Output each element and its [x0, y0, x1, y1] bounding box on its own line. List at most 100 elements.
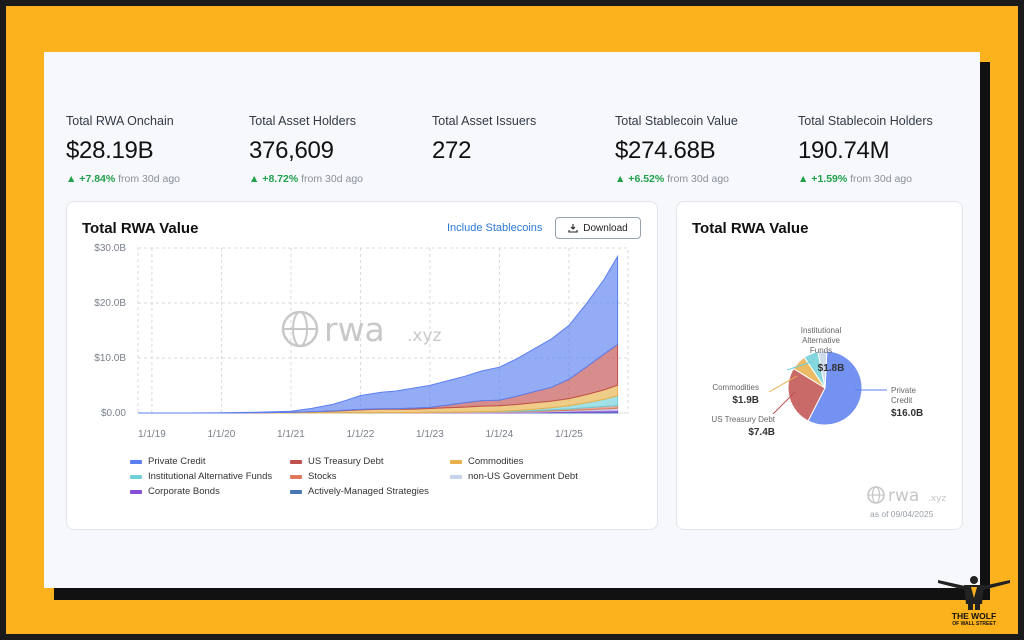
watermark-text: rwa — [888, 486, 919, 506]
watermark-suffix: .xyz — [407, 326, 442, 346]
wolf-logo-figure — [938, 576, 1010, 610]
legend-corporate-bonds[interactable]: Corporate Bonds — [130, 486, 220, 497]
stat-value: $28.19B — [66, 137, 154, 164]
area-series-group — [138, 254, 619, 414]
stat-change: ▲ +6.52% from 30d ago — [615, 173, 790, 185]
x-tick-label: 1/1/23 — [416, 429, 444, 440]
chart-title: Total RWA Value — [82, 220, 199, 237]
legend-swatch — [290, 459, 302, 464]
stat-change: ▲ +1.59% from 30d ago — [798, 173, 973, 185]
leader-line-institutional — [786, 361, 812, 371]
stat-value: 272 — [432, 137, 472, 164]
y-tick-label: $20.0B — [94, 298, 126, 309]
stat-label: Total Stablecoin Holders — [798, 114, 933, 128]
legend-label: non-US Government Debt — [468, 471, 578, 482]
change-percent: ▲ +8.72% — [249, 173, 299, 185]
stat-change: ▲ +7.84% from 30d ago — [66, 173, 241, 185]
change-suffix: from 30d ago — [118, 173, 181, 185]
area-chart: rwa .xyz $0.00$10.0B$20.0B$30.0B 1/1/19 1… — [94, 243, 629, 440]
legend-non-us-gov-debt[interactable]: non-US Government Debt — [450, 471, 578, 482]
download-label: Download — [583, 222, 628, 234]
x-tick-label: 1/1/25 — [555, 429, 583, 440]
stat-label: Total Stablecoin Value — [615, 114, 738, 128]
legend-swatch — [450, 474, 462, 479]
label-institutional-3: Funds — [810, 346, 832, 355]
legend-actively-managed[interactable]: Actively-Managed Strategies — [290, 486, 429, 497]
label-private-credit-2: Credit — [891, 396, 913, 405]
stat-asset-issuers: Total Asset Issuers 272 — [432, 114, 607, 165]
value-treasury: $7.4B — [748, 427, 775, 438]
legend-institutional-funds[interactable]: Institutional Alternative Funds — [130, 471, 272, 482]
legend-swatch — [290, 474, 302, 479]
wolf-brand-text: THE WOLF OF WALL STREET — [944, 612, 1004, 628]
legend-commodities[interactable]: Commodities — [450, 456, 523, 467]
value-private-credit: $16.0B — [891, 408, 923, 419]
as-of-date: as of 09/04/2025 — [870, 509, 934, 519]
change-percent: ▲ +1.59% — [798, 173, 848, 185]
pie-slices-group — [787, 350, 863, 426]
x-tick-label: 1/1/19 — [138, 429, 166, 440]
change-suffix: from 30d ago — [667, 173, 730, 185]
legend-swatch — [290, 489, 302, 494]
x-tick-label: 1/1/22 — [347, 429, 375, 440]
stat-label: Total Asset Issuers — [432, 114, 537, 128]
legend-swatch — [130, 459, 142, 464]
value-institutional: $1.8B — [818, 363, 845, 374]
pie-chart: Institutional Alternative Funds $1.8B Co… — [711, 326, 923, 438]
stat-asset-holders: Total Asset Holders 376,609 ▲ +8.72% fro… — [249, 114, 424, 185]
watermark-suffix: .xyz — [928, 494, 947, 504]
legend-label: Stocks — [308, 471, 337, 482]
label-private-credit-1: Private — [891, 386, 916, 395]
pie-slice-other[interactable] — [817, 350, 828, 389]
stat-stablecoin-holders: Total Stablecoin Holders 190.74M ▲ +1.59… — [798, 114, 973, 185]
change-suffix: from 30d ago — [301, 173, 364, 185]
legend-label: Private Credit — [148, 456, 206, 467]
y-tick-label: $30.0B — [94, 243, 126, 254]
stat-value: 190.74M — [798, 137, 890, 164]
pie-slice-private-credit[interactable] — [807, 350, 863, 426]
y-tick-label: $0.00 — [101, 408, 126, 419]
pie-title: Total RWA Value — [692, 220, 809, 237]
label-institutional-1: Institutional — [801, 326, 842, 335]
label-treasury: US Treasury Debt — [711, 415, 775, 424]
legend-us-treasury[interactable]: US Treasury Debt — [290, 456, 384, 467]
x-axis: 1/1/19 1/1/20 1/1/21 1/1/22 1/1/23 1/1/24 1/1/… — [138, 429, 583, 440]
x-tick-label: 1/1/21 — [277, 429, 305, 440]
label-institutional-2: Alternative — [802, 336, 840, 345]
brand-line-1: THE WOLF — [951, 611, 997, 621]
stat-total-rwa: Total RWA Onchain $28.19B ▲ +7.84% from … — [66, 114, 241, 185]
stat-value: 376,609 — [249, 137, 334, 164]
legend-label: Institutional Alternative Funds — [148, 471, 273, 482]
leader-line-commodities — [768, 375, 798, 393]
chart-watermark: rwa .xyz — [281, 310, 442, 349]
brand-line-2: OF WALL STREET — [952, 621, 996, 627]
legend-swatch — [130, 474, 142, 479]
pie-labels: Institutional Alternative Funds $1.8B Co… — [711, 326, 923, 438]
watermark-text: rwa — [324, 310, 385, 349]
download-button[interactable]: Download — [555, 217, 641, 239]
legend-private-credit[interactable]: Private Credit — [130, 456, 206, 467]
stat-label: Total Asset Holders — [249, 114, 356, 128]
legend-label: Corporate Bonds — [148, 486, 220, 497]
legend-label: Actively-Managed Strategies — [308, 486, 429, 497]
legend-label: Commodities — [468, 456, 524, 467]
legend-swatch — [450, 459, 462, 464]
change-suffix: from 30d ago — [850, 173, 913, 185]
stat-label: Total RWA Onchain — [66, 114, 174, 128]
download-icon — [568, 224, 578, 233]
pie-watermark: rwa .xyz — [867, 486, 947, 506]
legend-label: US Treasury Debt — [308, 456, 384, 467]
x-tick-label: 1/1/20 — [207, 429, 235, 440]
leader-line-treasury — [772, 391, 796, 415]
change-percent: ▲ +6.52% — [615, 173, 665, 185]
x-tick-label: 1/1/24 — [486, 429, 514, 440]
value-commodities: $1.9B — [732, 395, 759, 406]
stat-change: ▲ +8.72% from 30d ago — [249, 173, 424, 185]
legend-swatch — [130, 489, 142, 494]
area-private-credit[interactable] — [138, 254, 619, 414]
y-tick-label: $10.0B — [94, 353, 126, 364]
legend-stocks[interactable]: Stocks — [290, 471, 337, 482]
label-commodities: Commodities — [712, 383, 759, 392]
include-stablecoins-link[interactable]: Include Stablecoins — [447, 222, 543, 234]
y-axis: $0.00 $10.0B $20.0B $30.0B — [94, 243, 126, 419]
